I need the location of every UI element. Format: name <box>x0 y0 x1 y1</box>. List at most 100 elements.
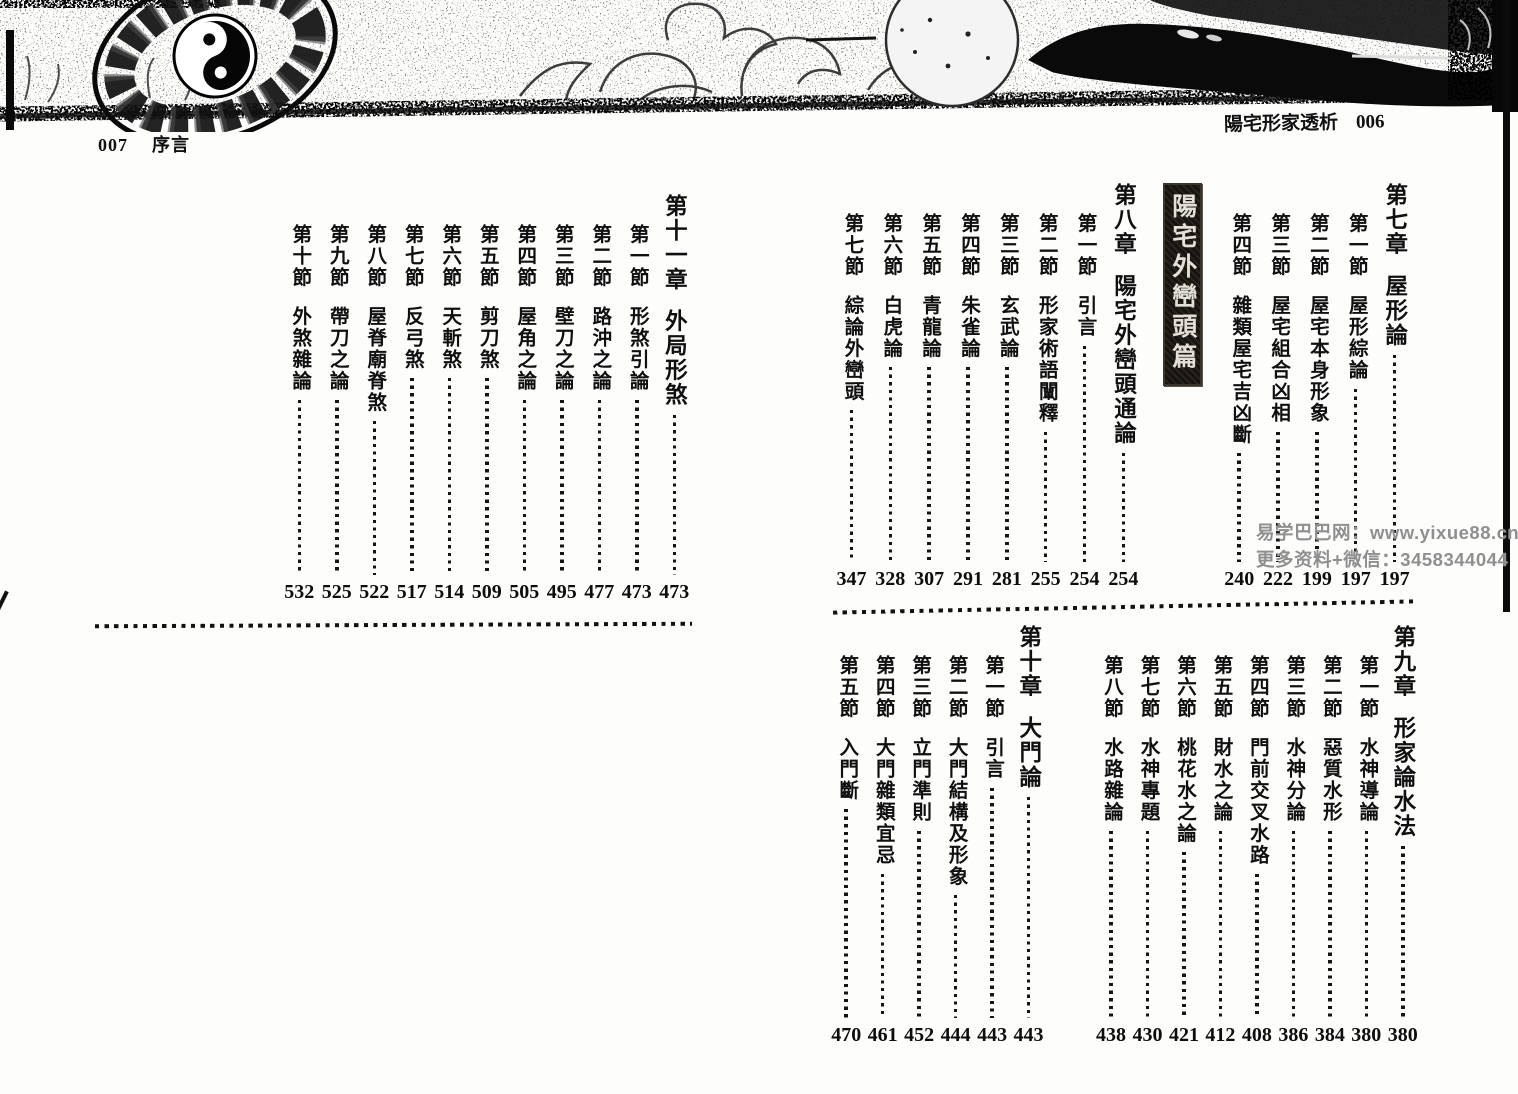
toc-chapters-7-8: 第七章屋形論 197 第一節屋形綜論 197 第二節屋宅本身形象 199 <box>832 183 1414 591</box>
entry-title: 反弓煞 <box>401 305 423 371</box>
page-number: 509 <box>471 581 502 603</box>
page-number: 473 <box>621 581 652 603</box>
watermark: 易学巴巴网：www.yixue88.cn 更多资料+微信：3458344044 <box>1256 519 1518 573</box>
toc-entry: 第四節屋角之論 505 <box>506 194 544 604</box>
entry-text: 第五節青龍論 <box>919 213 940 359</box>
entry-text: 第十節外煞雜論 <box>289 224 310 392</box>
left-page-header: 007 序言 <box>98 131 190 157</box>
left-edge-scan-mark <box>0 590 9 617</box>
entry-title: 雜類屋宅吉凶斷 <box>1228 294 1250 446</box>
left-edge-scan-bar <box>6 30 14 130</box>
entry-title: 陽宅外巒頭篇 <box>1168 193 1196 373</box>
entry-label: 第十一章 <box>662 194 688 292</box>
entry-title: 門前交叉水路 <box>1246 736 1268 866</box>
entry-label: 第四節 <box>1228 213 1250 278</box>
entry-label: 第十節 <box>288 224 310 289</box>
entry-label: 第四節 <box>957 213 979 278</box>
entry-label: 第八章 <box>1111 183 1137 257</box>
entry-text: 第二節路沖之論 <box>589 224 610 392</box>
toc-entry: 陽宅外巒頭篇 <box>1161 183 1204 591</box>
toc-entry: 第二節大門結構及形象 444 <box>937 625 973 1047</box>
entry-title: 惡質水形 <box>1319 736 1341 823</box>
toc-entry: 第五節財水之論 412 <box>1202 625 1238 1047</box>
page-number: 522 <box>359 581 390 603</box>
entry-label: 第三節 <box>1282 655 1304 720</box>
toc-entry: 第十節外煞雜論 532 <box>281 194 319 604</box>
entry-text: 第五節入門斷 <box>836 655 857 801</box>
toc-entry: 第七節綜論外巒頭 347 <box>832 183 871 591</box>
entry-label: 第八節 <box>1100 655 1122 720</box>
toc-entry: 第四節朱雀論 291 <box>949 183 988 591</box>
entry-text: 第一節屋形綜論 <box>1345 213 1366 381</box>
page-number: 347 <box>836 568 867 590</box>
toc-entry: 第一節形煞引論 473 <box>618 194 656 604</box>
entry-text: 第六節天斬煞 <box>439 224 460 370</box>
dotted-leader <box>522 399 526 575</box>
page-number: 421 <box>1168 1024 1199 1046</box>
entry-label: 第六節 <box>1173 655 1195 720</box>
entry-label: 第四節 <box>1246 655 1268 720</box>
entry-title: 水神專題 <box>1137 736 1158 823</box>
entry-title: 水神導論 <box>1355 736 1377 823</box>
entry-label: 第五節 <box>835 655 857 720</box>
entry-label: 第五節 <box>476 224 498 289</box>
toc-entry: 第一節水神導論 380 <box>1348 625 1384 1047</box>
entry-title: 財水之論 <box>1209 736 1231 823</box>
page-number: 255 <box>1030 568 1061 590</box>
page-number: 477 <box>584 581 615 603</box>
entry-title: 壁刀之論 <box>551 305 573 392</box>
dotted-leader <box>880 873 885 1018</box>
dotted-leader <box>1315 431 1319 562</box>
entry-title: 大門結構及形象 <box>945 736 967 888</box>
toc-entry: 第二節形家術語闡釋 255 <box>1026 183 1065 591</box>
toc-chapter-11: 第十一章外局形煞 473 第一節形煞引論 473 第二節路沖之論 477 <box>278 194 693 604</box>
entry-text: 第一節水神導論 <box>1356 655 1377 823</box>
dark-silhouette <box>1028 23 1518 107</box>
entry-text: 第五節剪刀煞 <box>476 224 497 370</box>
dotted-leader <box>635 399 639 575</box>
entry-text: 第十章大門論 <box>1016 625 1042 789</box>
entry-text: 第八章陽宅外巒頭通論 <box>1111 183 1137 446</box>
page-number: 408 <box>1241 1024 1272 1046</box>
entry-text: 第四節朱雀論 <box>957 213 979 359</box>
dotted-leader <box>297 399 301 575</box>
entry-text: 第七節水神專題 <box>1137 655 1158 823</box>
entry-text: 第七節綜論外巒頭 <box>841 213 862 402</box>
entry-label: 第五節 <box>1209 655 1231 720</box>
entry-title: 帶刀之論 <box>326 305 348 392</box>
entry-text: 第十一章外局形煞 <box>662 194 688 407</box>
entry-title: 白虎論 <box>879 294 901 360</box>
entry-title: 陽宅外巒頭通論 <box>1111 273 1137 446</box>
toc-entry: 第八章陽宅外巒頭通論 254 <box>1104 183 1143 591</box>
page-number: 461 <box>867 1024 898 1046</box>
entry-title: 屋脊廟脊煞 <box>363 305 385 414</box>
entry-title: 屋形綜論 <box>1345 294 1367 381</box>
entry-title: 桃花水之論 <box>1173 736 1195 845</box>
dotted-divider-left <box>94 621 693 629</box>
entry-text: 第九章形家論水法 <box>1390 625 1416 839</box>
dotted-leader <box>953 895 958 1018</box>
dark-corner-texture <box>1150 0 1518 58</box>
toc-entry: 第十一章外局形煞 473 <box>656 194 694 604</box>
entry-text: 第四節大門雜類宜忌 <box>872 655 893 866</box>
entry-title: 路沖之論 <box>588 305 610 392</box>
entry-title: 水路雜論 <box>1100 736 1122 823</box>
banner-bottom-edge <box>0 85 1518 122</box>
entry-label: 第五節 <box>918 213 940 278</box>
entry-title: 引言 <box>981 736 1003 780</box>
entry-label: 第一節 <box>1074 213 1096 278</box>
page-number: 307 <box>914 568 945 590</box>
page-number: 473 <box>659 581 690 603</box>
toc-entry: 第八節屋脊廟脊煞 522 <box>356 194 394 604</box>
toc-entry: 第八節水路雜論 438 <box>1093 625 1129 1047</box>
page-number: 438 <box>1096 1024 1127 1046</box>
dotted-leader <box>844 809 848 1018</box>
entry-label: 第八節 <box>363 224 385 289</box>
entry-title: 形家論水法 <box>1390 715 1416 839</box>
entry-label: 第九章 <box>1390 625 1416 699</box>
right-header-title: 陽宅形家透析 <box>1223 112 1339 136</box>
page-number: 197 <box>1340 568 1371 590</box>
page-number: 197 <box>1379 568 1410 590</box>
toc-entry: 第六節天斬煞 514 <box>431 194 469 604</box>
toc-entry: 第二節屋宅本身形象 199 <box>1297 183 1336 591</box>
